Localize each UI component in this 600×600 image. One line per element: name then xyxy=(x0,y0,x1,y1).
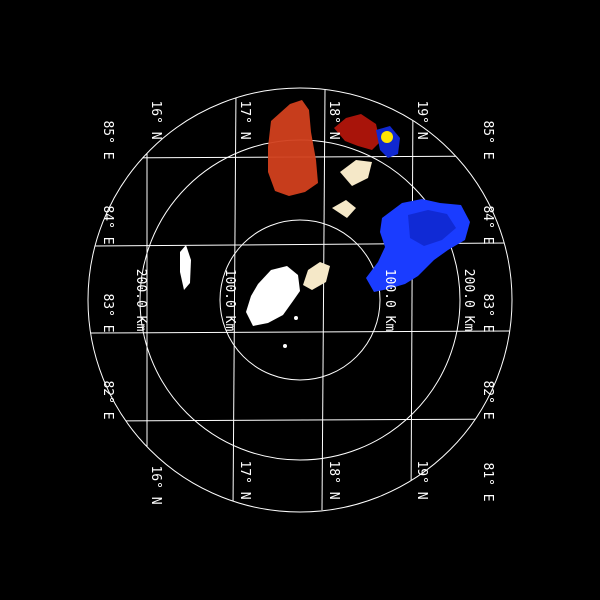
lon-label-left-84: 84° E xyxy=(100,205,115,244)
parallel-line-3 xyxy=(89,330,511,334)
radar-site-marker[interactable] xyxy=(381,131,393,143)
lat-label-top-18: 18° N xyxy=(326,100,341,139)
dark-red-echo-northeast xyxy=(334,114,380,150)
range-label-r200-right: 200.0 Km xyxy=(461,269,476,332)
radar-echo-layer xyxy=(180,100,470,348)
white-speck-1 xyxy=(283,344,287,348)
range-ring-100km xyxy=(219,219,381,381)
range-label-r200-left: 200.0 Km xyxy=(133,269,148,332)
lat-label-top-19: 19° N xyxy=(414,100,429,139)
lon-label-right-83: 83° E xyxy=(480,293,495,332)
lon-label-right-85: 85° E xyxy=(480,120,495,159)
range-label-r100-left: 100.0 Km xyxy=(222,269,237,332)
lat-label-bottom-17: 17° N xyxy=(237,460,252,499)
meridian-line-2 xyxy=(232,89,237,511)
cream-echo-small xyxy=(332,200,356,218)
cream-echo-north xyxy=(340,160,372,186)
lat-label-bottom-19: 19° N xyxy=(414,460,429,499)
red-echo-north xyxy=(268,100,318,196)
blue-echo-core xyxy=(408,210,456,246)
lat-label-top-16: 16° N xyxy=(148,100,163,139)
lon-label-left-85: 85° E xyxy=(100,120,115,159)
white-streak-west xyxy=(180,245,191,290)
lat-label-bottom-18: 18° N xyxy=(326,460,341,499)
white-echo-center xyxy=(246,266,300,326)
lon-label-right-82: 82° E xyxy=(480,380,495,419)
lon-label-group: 85° E 84° E 83° E 82° E 85° E 84° E 83° … xyxy=(100,120,495,501)
lat-label-group: 16° N 17° N 18° N 19° N 16° N 17° N 18° … xyxy=(148,100,429,504)
meridian-line-3 xyxy=(321,89,326,511)
meridian-line-4 xyxy=(410,89,414,511)
lat-label-top-17: 17° N xyxy=(237,100,252,139)
cream-echo-center xyxy=(303,262,330,290)
lat-label-bottom-16: 16° N xyxy=(148,465,163,504)
lon-label-left-83: 83° E xyxy=(100,293,115,332)
parallel-line-4 xyxy=(89,418,511,422)
range-label-group: 100.0 Km 100.0 Km 200.0 Km 200.0 Km xyxy=(133,269,476,332)
lon-label-right-84: 84° E xyxy=(480,205,495,244)
white-speck-2 xyxy=(294,316,298,320)
lon-label-right-81: 81° E xyxy=(480,462,495,501)
range-label-r100-right: 100.0 Km xyxy=(382,269,397,332)
range-ring-outer xyxy=(87,87,513,513)
lon-label-left-82: 82° E xyxy=(100,380,115,419)
